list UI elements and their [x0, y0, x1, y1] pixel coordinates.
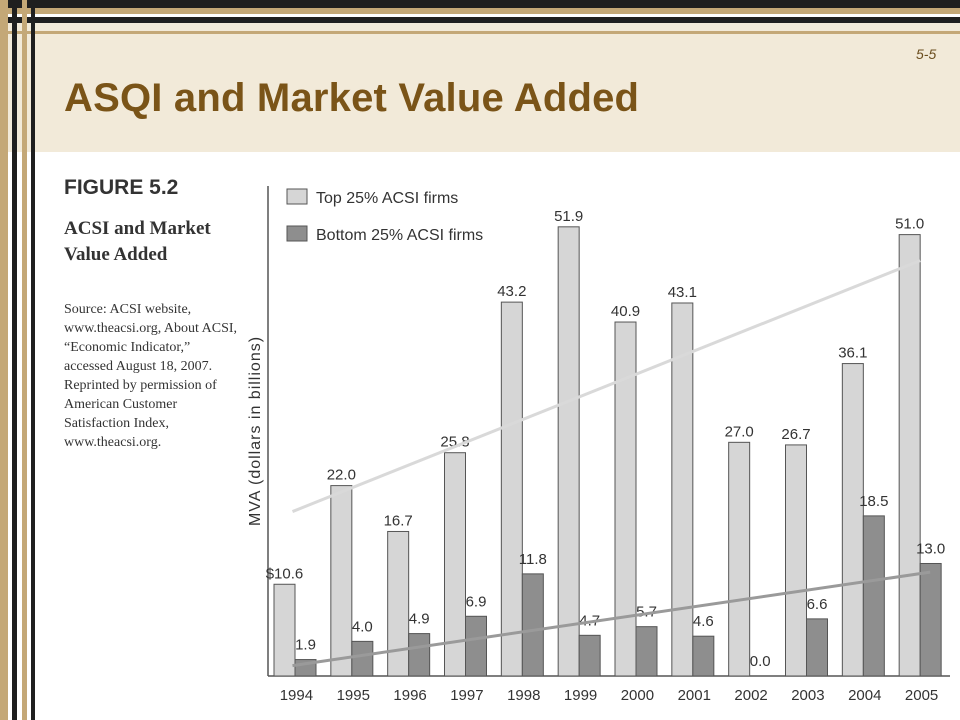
left-border-dark-2 [31, 0, 35, 720]
top-border-tan [0, 8, 960, 14]
bar-top-25-1997 [444, 452, 466, 677]
left-border-tan [0, 0, 8, 720]
legend-swatch-top-25 [286, 188, 308, 205]
bar-top-25-2004 [841, 363, 864, 677]
x-tick-label-2001: 2001 [678, 687, 711, 704]
figure-title: ACSI and Market Value Added [64, 218, 211, 265]
bar-top-25-2002 [728, 441, 751, 677]
x-tick-label-1995: 1995 [337, 687, 370, 704]
data-label-bottom-25-2000: 5.7 [636, 604, 657, 621]
bar-top-25-2001 [671, 302, 694, 677]
data-label-top-25-2002: 27.0 [725, 423, 754, 440]
top-border-dark [0, 0, 960, 8]
data-label-top-25-2001: 43.1 [668, 284, 697, 301]
bar-bottom-25-2001 [692, 635, 715, 677]
top-border-dark-2 [0, 17, 960, 23]
bar-bottom-25-2005 [919, 562, 942, 677]
x-tick-label-2002: 2002 [734, 687, 767, 704]
legend-label-bottom-25: Bottom 25% ACSI firms [316, 227, 483, 244]
bar-bottom-25-2004 [862, 515, 885, 677]
slide-number: 5-5 [916, 46, 937, 62]
data-label-bottom-25-1997: 6.9 [466, 593, 487, 610]
data-label-top-25-1997: 25.8 [440, 434, 469, 451]
header-band [0, 0, 960, 152]
bar-top-25-2005 [898, 234, 921, 677]
slide-title: ASQI and Market Value Added [64, 76, 640, 120]
data-label-top-25-1995: 22.0 [327, 467, 356, 484]
data-label-bottom-25-2002: 0.0 [750, 653, 771, 670]
data-label-top-25-2005: 51.0 [895, 216, 924, 233]
data-label-bottom-25-1994: 1.9 [295, 637, 316, 654]
data-label-bottom-25-1996: 4.9 [409, 611, 430, 628]
legend-label-top-25: Top 25% ACSI firms [316, 190, 458, 207]
bar-bottom-25-1998 [521, 573, 544, 677]
bar-bottom-25-1995 [351, 640, 374, 677]
data-label-top-25-1994: $10.6 [266, 565, 304, 582]
bar-top-25-1998 [500, 301, 523, 677]
x-tick-label-1996: 1996 [393, 687, 426, 704]
data-label-bottom-25-1995: 4.0 [352, 618, 373, 635]
data-label-top-25-2004: 36.1 [838, 345, 867, 362]
x-tick-label-1997: 1997 [450, 687, 483, 704]
bar-top-25-2003 [785, 444, 807, 677]
y-axis-label: MVA (dollars in billions) [247, 336, 264, 526]
trendline-top-25 [291, 259, 921, 513]
data-label-bottom-25-2001: 4.6 [693, 613, 714, 630]
x-tick-label-2005: 2005 [905, 687, 938, 704]
figure-label: FIGURE 5.2 [64, 176, 179, 199]
data-label-bottom-25-2003: 6.6 [807, 596, 828, 613]
legend-swatch-bottom-25 [286, 225, 308, 242]
bar-bottom-25-2000 [635, 626, 658, 677]
bar-top-25-1996 [387, 530, 410, 677]
data-label-top-25-2003: 26.7 [781, 426, 810, 443]
bar-bottom-25-1997 [465, 615, 487, 677]
data-label-bottom-25-2004: 18.5 [859, 493, 888, 510]
figure-source: Source: ACSI website, www.theacsi.org, A… [64, 302, 238, 450]
x-tick-label-2004: 2004 [848, 687, 881, 704]
data-label-top-25-1998: 43.2 [497, 283, 526, 300]
data-label-top-25-1996: 16.7 [384, 512, 413, 529]
bar-top-25-2000 [614, 321, 637, 677]
x-tick-label-1994: 1994 [280, 687, 313, 704]
top-border-gap [0, 14, 960, 17]
bar-bottom-25-2003 [806, 618, 828, 677]
data-label-top-25-1999: 51.9 [554, 208, 583, 225]
x-tick-label-1999: 1999 [564, 687, 597, 704]
data-label-bottom-25-1998: 11.8 [519, 551, 547, 568]
x-tick-label-1998: 1998 [507, 687, 540, 704]
left-border-dark [12, 0, 17, 720]
bar-bottom-25-1999 [578, 634, 601, 677]
top-border-tan-2 [0, 31, 960, 34]
trendline-bottom-25 [292, 570, 931, 668]
x-tick-label-2000: 2000 [621, 687, 654, 704]
data-label-bottom-25-2005: 13.0 [916, 540, 945, 557]
data-label-top-25-2000: 40.9 [611, 303, 640, 320]
bar-top-25-1994 [273, 583, 296, 677]
bar-top-25-1995 [330, 485, 353, 677]
bar-top-25-1999 [557, 226, 580, 677]
x-tick-label-2003: 2003 [791, 687, 824, 704]
bar-bottom-25-1996 [408, 633, 431, 677]
left-border-tan-2 [22, 0, 27, 720]
